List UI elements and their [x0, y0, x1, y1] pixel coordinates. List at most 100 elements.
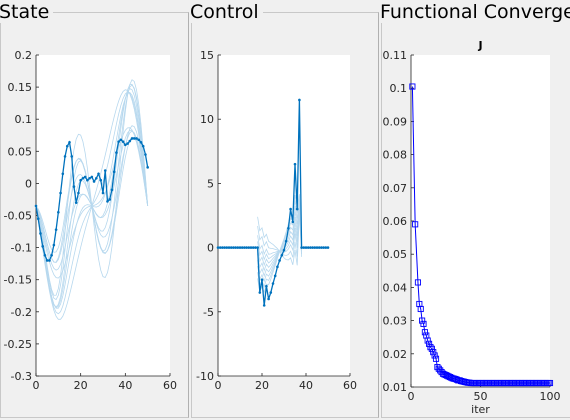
state-chart: 0 20 40 60 -0.3 -0.25 -0.2 -0.15 -0.1 -0.05 0 0.05 0…: [4, 49, 177, 392]
final-state-marker: [124, 143, 127, 147]
final-control-marker: [280, 254, 284, 257]
y-tick-label: 0.01: [383, 381, 408, 394]
final-control-marker: [322, 246, 325, 249]
final-control-marker: [232, 246, 235, 249]
final-state-marker: [101, 191, 105, 195]
y-tick-label: -0.3: [11, 370, 32, 383]
final-control-marker: [304, 246, 308, 249]
control-panel-title: Control: [190, 1, 263, 23]
y-tick-label: 0: [25, 177, 32, 190]
x-tick-label: 50: [474, 390, 488, 403]
y-tick-label: -0.25: [4, 338, 32, 351]
final-control-marker: [269, 291, 273, 294]
final-control-marker: [313, 246, 317, 249]
final-control-marker: [262, 304, 266, 307]
y-tick-label: 0.08: [383, 149, 408, 162]
final-control-marker: [258, 291, 262, 294]
final-state-marker: [126, 142, 129, 145]
final-state-marker: [121, 140, 125, 143]
final-control-marker: [249, 246, 253, 249]
final-control-marker: [216, 246, 220, 249]
y-tick-label: 0.05: [383, 248, 408, 261]
final-state-marker: [110, 188, 114, 192]
final-control-marker: [278, 259, 281, 262]
final-state-marker: [79, 178, 82, 182]
j-marker: [432, 355, 440, 362]
final-control-marker: [243, 246, 246, 249]
y-tick-label: 10: [200, 113, 214, 126]
y-tick-label: 0: [207, 242, 214, 255]
final-control-marker: [229, 246, 233, 249]
final-state-marker: [48, 259, 51, 262]
y-tick-label: 15: [200, 49, 214, 62]
final-state-marker: [88, 176, 91, 180]
final-state-marker: [137, 138, 141, 142]
y-tick-label: -0.1: [11, 242, 32, 255]
final-control-marker: [320, 246, 323, 249]
iterate-line: [35, 125, 149, 263]
y-tick-label: -10: [196, 370, 214, 383]
x-axis-label: iter: [471, 403, 490, 416]
final-state-marker: [146, 166, 149, 169]
final-control-marker: [302, 246, 306, 249]
y-tick-label: 0.04: [383, 281, 408, 294]
final-state-marker: [141, 144, 145, 148]
y-tick-label: 0.06: [383, 215, 408, 228]
final-state-marker: [52, 243, 56, 247]
x-tick-label: 60: [343, 379, 357, 392]
final-control-marker: [273, 274, 277, 278]
final-state-marker: [59, 191, 62, 195]
x-tick-label: 20: [74, 379, 88, 392]
final-control-marker: [247, 246, 251, 249]
y-tick-label: 0.2: [15, 49, 33, 62]
final-control-marker: [324, 246, 328, 249]
y-tick-label: 5: [207, 177, 214, 190]
final-state-marker: [36, 217, 40, 221]
final-state-marker: [106, 200, 109, 203]
final-control-marker: [309, 246, 312, 249]
control-chart: 0 20 40 60 -10 -5 0 5 10 15: [196, 49, 357, 392]
j-marker: [420, 320, 427, 327]
final-state-marker: [90, 175, 94, 179]
final-control-marker: [291, 220, 295, 224]
final-control-marker: [265, 284, 268, 288]
final-control-marker: [221, 246, 224, 249]
final-control-marker: [300, 246, 303, 249]
final-control-marker: [227, 246, 231, 249]
x-tick-label: 20: [255, 379, 269, 392]
plot-area: [218, 55, 350, 376]
j-marker: [409, 83, 416, 90]
convergence-panel-title: Functional Convergence: [380, 1, 570, 23]
final-control-marker: [256, 246, 259, 249]
final-state-marker: [119, 138, 123, 142]
final-state-marker: [68, 141, 71, 144]
final-control-marker: [218, 246, 222, 249]
final-state-marker: [115, 151, 118, 154]
final-state-marker: [61, 172, 65, 176]
x-tick-label: 0: [408, 390, 415, 403]
y-tick-label: -0.05: [4, 210, 32, 223]
state-panel-title: State: [0, 1, 54, 23]
j-marker: [430, 349, 437, 356]
final-state-marker: [70, 155, 74, 158]
y-tick-label: 0.1: [15, 113, 33, 126]
j-marker: [424, 337, 431, 344]
convergence-chart: 0 50 100 0.01 0.02 0.03 0.04 0.05 0.06 0.07 0.08 0.…: [383, 39, 561, 416]
convergence-panel: Functional Convergence 0 50 100 0.01 0.02 0.0…: [380, 1, 570, 418]
x-tick-label: 40: [299, 379, 313, 392]
final-state-marker: [135, 137, 138, 140]
final-control-marker: [267, 297, 270, 301]
final-control-marker: [236, 246, 240, 249]
final-control-marker: [271, 282, 275, 285]
x-tick-label: 0: [33, 379, 40, 392]
final-control-marker: [295, 207, 299, 211]
y-tick-label: -0.2: [11, 306, 32, 319]
final-control-marker: [260, 278, 264, 282]
final-state-marker: [41, 245, 44, 248]
y-tick-label: 0.03: [383, 315, 408, 328]
final-control-marker: [240, 246, 244, 249]
final-state-marker: [99, 178, 103, 182]
final-state-marker: [112, 170, 116, 174]
final-control-marker: [306, 246, 310, 249]
y-tick-label: -0.15: [4, 274, 32, 287]
